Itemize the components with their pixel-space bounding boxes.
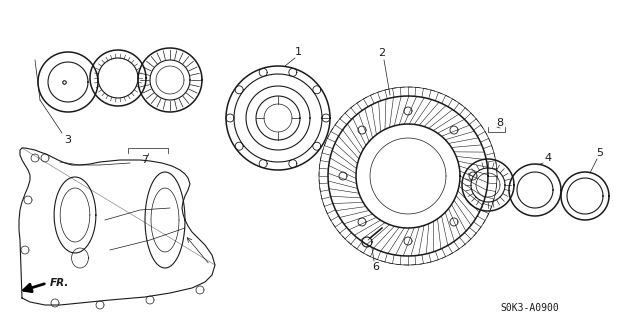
Text: 2: 2	[378, 48, 385, 58]
Text: 8: 8	[497, 118, 504, 128]
Text: 4: 4	[545, 153, 552, 163]
Text: FR.: FR.	[50, 278, 69, 288]
Text: 3: 3	[65, 135, 72, 145]
Text: 5: 5	[596, 148, 604, 158]
Text: 7: 7	[141, 155, 148, 165]
Text: S0K3-A0900: S0K3-A0900	[500, 303, 559, 313]
Text: 1: 1	[294, 47, 301, 57]
Text: 6: 6	[372, 262, 380, 272]
